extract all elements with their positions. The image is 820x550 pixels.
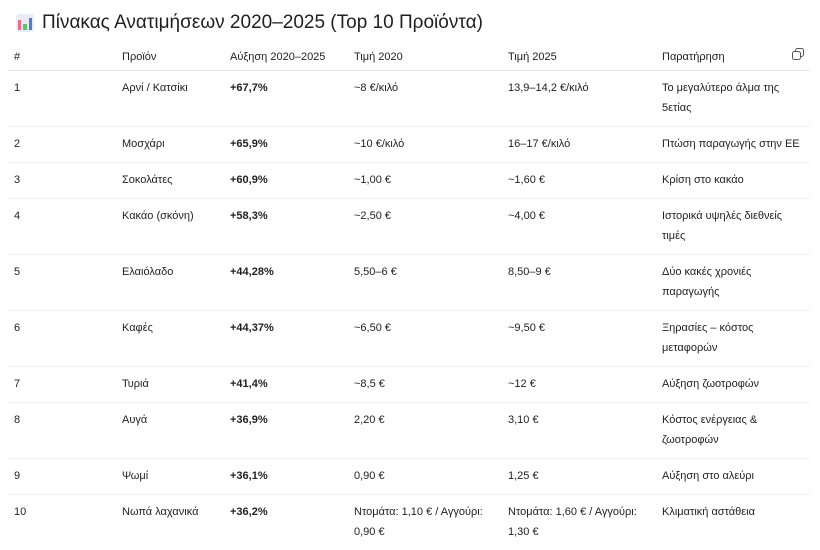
cell-product: Μοσχάρι (116, 127, 224, 163)
title-text: Πίνακας Ανατιμήσεων 2020–2025 (Top 10 Πρ… (42, 12, 483, 34)
header-price-2025: Τιμή 2025 (502, 44, 656, 71)
cell-note: Κλιματική αστάθεια (656, 495, 810, 550)
cell-rank: 7 (8, 367, 116, 403)
cell-rank: 3 (8, 163, 116, 199)
cell-price-2025: 1,25 € (502, 459, 656, 495)
cell-product: Καφές (116, 311, 224, 367)
cell-increase: +44,28% (224, 255, 348, 311)
cell-note: Ξηρασίες – κόστος μεταφορών (656, 311, 810, 367)
cell-product: Ελαιόλαδο (116, 255, 224, 311)
cell-price-2020: ~2,50 € (348, 199, 502, 255)
cell-product: Αυγά (116, 403, 224, 459)
cell-product: Σοκολάτες (116, 163, 224, 199)
cell-price-2020: Ντομάτα: 1,10 € / Αγγούρι: 0,90 € (348, 495, 502, 550)
cell-rank: 5 (8, 255, 116, 311)
cell-rank: 1 (8, 71, 116, 127)
cell-price-2025: ~9,50 € (502, 311, 656, 367)
cell-increase: +44,37% (224, 311, 348, 367)
page-title: Πίνακας Ανατιμήσεων 2020–2025 (Top 10 Πρ… (16, 12, 483, 34)
cell-increase: +58,3% (224, 199, 348, 255)
cell-product: Νωπά λαχανικά (116, 495, 224, 550)
cell-note: Αύξηση ζωοτροφών (656, 367, 810, 403)
cell-rank: 10 (8, 495, 116, 550)
cell-rank: 4 (8, 199, 116, 255)
cell-product: Κακάο (σκόνη) (116, 199, 224, 255)
cell-price-2020: ~10 €/κιλό (348, 127, 502, 163)
header-price-2020: Τιμή 2020 (348, 44, 502, 71)
cell-increase: +36,1% (224, 459, 348, 495)
cell-price-2025: 3,10 € (502, 403, 656, 459)
cell-price-2025: ~4,00 € (502, 199, 656, 255)
cell-price-2025: 13,9–14,2 €/κιλό (502, 71, 656, 127)
cell-price-2020: 5,50–6 € (348, 255, 502, 311)
cell-price-2025: 8,50–9 € (502, 255, 656, 311)
cell-price-2025: Ντομάτα: 1,60 € / Αγγούρι: 1,30 € (502, 495, 656, 550)
cell-note: Πτώση παραγωγής στην ΕΕ (656, 127, 810, 163)
cell-increase: +36,2% (224, 495, 348, 550)
cell-rank: 2 (8, 127, 116, 163)
header-note: Παρατήρηση (656, 44, 810, 71)
cell-increase: +36,9% (224, 403, 348, 459)
cell-price-2025: ~1,60 € (502, 163, 656, 199)
cell-increase: +41,4% (224, 367, 348, 403)
bar-chart-icon (16, 14, 34, 32)
cell-price-2020: ~8 €/κιλό (348, 71, 502, 127)
cell-note: Δύο κακές χρονιές παραγωγής (656, 255, 810, 311)
cell-note: Το μεγαλύτερο άλμα της 5ετίας (656, 71, 810, 127)
cell-increase: +67,7% (224, 71, 348, 127)
header-product: Προϊόν (116, 44, 224, 71)
cell-note: Ιστορικά υψηλές διεθνείς τιμές (656, 199, 810, 255)
cell-product: Αρνί / Κατσίκι (116, 71, 224, 127)
header-rank: # (8, 44, 116, 71)
cell-product: Ψωμί (116, 459, 224, 495)
cell-product: Τυριά (116, 367, 224, 403)
cell-price-2025: ~12 € (502, 367, 656, 403)
cell-price-2020: ~6,50 € (348, 311, 502, 367)
cell-rank: 6 (8, 311, 116, 367)
cell-increase: +60,9% (224, 163, 348, 199)
cell-note: Κόστος ενέργειας & ζωοτροφών (656, 403, 810, 459)
cell-increase: +65,9% (224, 127, 348, 163)
header-increase: Αύξηση 2020–2025 (224, 44, 348, 71)
cell-rank: 9 (8, 459, 116, 495)
cell-note: Αύξηση στο αλεύρι (656, 459, 810, 495)
cell-rank: 8 (8, 403, 116, 459)
cell-price-2020: 0,90 € (348, 459, 502, 495)
cell-price-2020: 2,20 € (348, 403, 502, 459)
cell-price-2025: 16–17 €/κιλό (502, 127, 656, 163)
cell-note: Κρίση στο κακάο (656, 163, 810, 199)
cell-price-2020: ~8,5 € (348, 367, 502, 403)
cell-price-2020: ~1,00 € (348, 163, 502, 199)
